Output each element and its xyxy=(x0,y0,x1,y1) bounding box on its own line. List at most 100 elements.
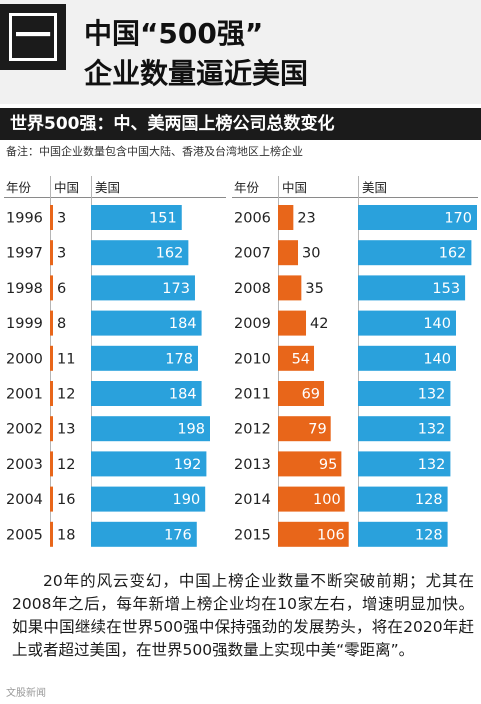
year-label: 2006 xyxy=(234,211,271,227)
usa-value-label: 170 xyxy=(444,211,472,227)
watermark: 文股新闻 xyxy=(6,688,46,699)
usa-value-label: 178 xyxy=(165,351,193,367)
china-value-label: 69 xyxy=(302,387,320,403)
usa-bar-2005 xyxy=(91,521,197,547)
china-value-label: 3 xyxy=(57,211,66,227)
china-bar-2008 xyxy=(278,275,302,301)
usa-value-label: 140 xyxy=(423,316,451,332)
chart-note: 备注：中国企业数量包含中国大陆、香港及台湾地区上榜企业 xyxy=(6,145,303,158)
year-label: 2001 xyxy=(6,387,43,403)
china-value-label: 35 xyxy=(305,281,323,297)
usa-bar-1999 xyxy=(91,310,202,336)
year-label: 2015 xyxy=(234,527,271,543)
china-bar-1998 xyxy=(50,275,53,301)
china-value-label: 18 xyxy=(57,527,75,543)
china-bar-2002 xyxy=(50,416,53,442)
usa-bar-1997 xyxy=(91,240,189,266)
year-label: 2011 xyxy=(234,387,271,403)
usa-value-label: 198 xyxy=(177,422,205,438)
china-value-label: 79 xyxy=(308,422,326,438)
year-label: 2000 xyxy=(6,351,43,367)
usa-value-label: 190 xyxy=(173,492,201,508)
usa-bar-1996 xyxy=(91,205,182,230)
col-header-usa-left: 美国 xyxy=(95,180,121,195)
section-number: 一 xyxy=(14,16,51,57)
china-bar-2010 xyxy=(278,345,315,371)
china-bar-2007 xyxy=(278,240,299,266)
usa-value-label: 132 xyxy=(418,457,446,473)
page-title-line2: 企业数量逼近美国 xyxy=(84,57,309,90)
usa-value-label: 128 xyxy=(415,492,443,508)
china-value-label: 8 xyxy=(57,316,66,332)
col-header-year-right: 年份 xyxy=(234,180,260,195)
usa-value-label: 184 xyxy=(169,316,197,332)
year-label: 1996 xyxy=(6,211,43,227)
china-value-label: 23 xyxy=(297,211,315,227)
usa-bar-2000 xyxy=(91,345,198,371)
china-value-label: 6 xyxy=(57,281,66,297)
year-label: 2009 xyxy=(234,316,271,332)
china-value-label: 3 xyxy=(57,246,66,262)
usa-bar-2015 xyxy=(358,521,448,547)
china-bar-2000 xyxy=(50,345,53,371)
year-label: 2007 xyxy=(234,246,271,262)
china-value-label: 12 xyxy=(57,387,75,403)
usa-bar-2001 xyxy=(91,381,202,406)
usa-bar-2004 xyxy=(91,486,206,512)
china-bar-2009 xyxy=(278,310,307,336)
usa-value-label: 132 xyxy=(418,422,446,438)
china-bar-1999 xyxy=(50,310,53,336)
usa-bar-2002 xyxy=(91,416,210,442)
usa-bar-2009 xyxy=(358,310,456,336)
usa-value-label: 140 xyxy=(423,351,451,367)
china-bar-2015 xyxy=(278,521,349,547)
usa-value-label: 184 xyxy=(169,387,197,403)
china-value-label: 106 xyxy=(317,527,345,543)
year-label: 2005 xyxy=(6,527,43,543)
usa-value-label: 153 xyxy=(432,281,460,297)
section-number-badge: 一 xyxy=(0,4,66,70)
china-value-label: 12 xyxy=(57,457,75,473)
year-label: 2003 xyxy=(6,457,43,473)
header-rule-left xyxy=(4,197,226,198)
usa-bar-2012 xyxy=(358,416,451,442)
year-label: 2013 xyxy=(234,457,271,473)
usa-value-label: 162 xyxy=(439,246,467,262)
china-value-label: 100 xyxy=(313,492,341,508)
year-label: 1999 xyxy=(6,316,43,332)
col-header-china-left: 中国 xyxy=(54,180,80,195)
usa-bar-2010 xyxy=(358,345,456,371)
china-value-label: 16 xyxy=(57,492,75,508)
china-value-label: 11 xyxy=(57,351,75,367)
usa-value-label: 173 xyxy=(162,281,190,297)
china-value-label: 42 xyxy=(310,316,328,332)
china-bar-2014 xyxy=(278,486,345,512)
china-bar-1996 xyxy=(50,205,53,230)
china-value-label: 95 xyxy=(319,457,337,473)
year-label: 2012 xyxy=(234,422,271,438)
year-label: 2002 xyxy=(6,422,43,438)
china-bar-2004 xyxy=(50,486,53,512)
header: 一 中国“500强” 企业数量逼近美国 xyxy=(0,0,481,104)
usa-bar-1998 xyxy=(91,275,195,301)
chart-banner: 世界500强：中、美两国上榜公司总数变化 xyxy=(0,108,481,140)
summary-paragraph: 20年的风云变幻，中国上榜企业数量不断突破前期；尤其在2008年之后，每年新增上… xyxy=(12,572,474,659)
china-value-label: 13 xyxy=(57,422,75,438)
year-label: 2008 xyxy=(234,281,271,297)
col-header-china-right: 中国 xyxy=(282,180,308,195)
year-label: 2004 xyxy=(6,492,43,508)
header-rule-right xyxy=(232,197,478,198)
china-bar-2011 xyxy=(278,381,325,406)
usa-bar-2008 xyxy=(358,275,466,301)
col-header-year-left: 年份 xyxy=(6,180,32,195)
usa-bar-2003 xyxy=(91,451,207,477)
bar-chart: 1996 3 151 1997 3 162 1998 6 173 1999 8 184 2000 11 17… xyxy=(6,205,477,547)
usa-bar-2014 xyxy=(358,486,448,512)
usa-bar-2006 xyxy=(358,205,477,230)
page-title-line1: 中国“500强” xyxy=(84,17,264,50)
year-label: 1998 xyxy=(6,281,43,297)
col-header-usa-right: 美国 xyxy=(362,180,388,195)
usa-value-label: 128 xyxy=(415,527,443,543)
china-bar-2005 xyxy=(50,521,53,547)
china-bar-2001 xyxy=(50,381,53,406)
